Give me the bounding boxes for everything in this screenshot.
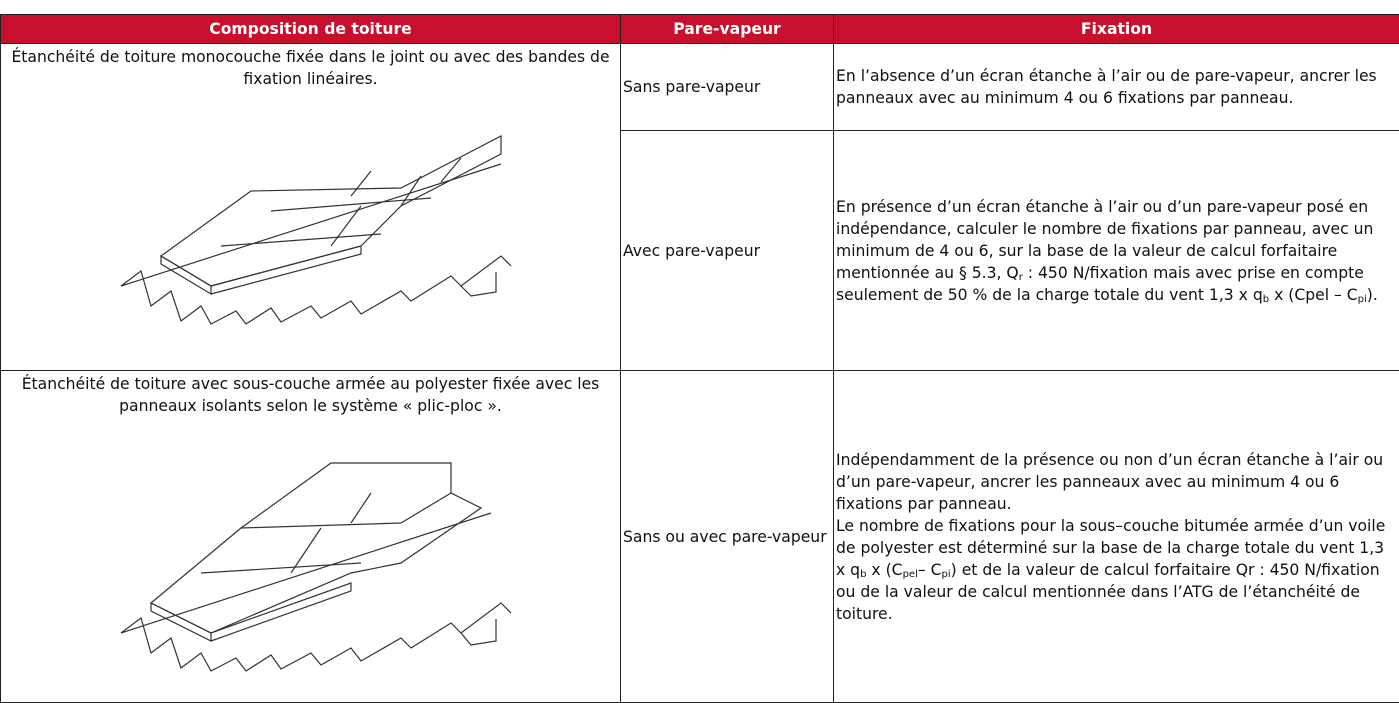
text-run: En l’absence d’un écran étanche à l’air …	[836, 67, 1377, 107]
row: Étanchéité de toiture monocouche fixée d…	[1, 44, 1399, 131]
header-cell: Composition de toiture	[1, 15, 621, 44]
pare-vapeur-cell: Sans pare-vapeur	[621, 44, 834, 131]
header-cell: Fixation	[834, 15, 1399, 44]
subscript: pi	[942, 569, 951, 580]
text-run: x (Cpel – C	[1269, 286, 1358, 304]
composition-text: Étanchéité de toiture avec sous-couche a…	[3, 373, 618, 417]
subscript: pi	[1358, 294, 1367, 305]
text-run: ).	[1367, 286, 1378, 304]
roofing-table: Composition de toiture Pare-vapeur Fixat…	[0, 14, 1399, 703]
text-run: – C	[918, 561, 942, 579]
fixation-cell: En présence d’un écran étanche à l’air o…	[834, 131, 1399, 371]
roof-illustration	[101, 423, 521, 673]
fixation-cell: Indépendamment de la présence ou non d’u…	[834, 371, 1399, 703]
fixation-paragraph: Indépendamment de la présence ou non d’u…	[836, 449, 1397, 515]
fixation-paragraph: En l’absence d’un écran étanche à l’air …	[836, 65, 1397, 109]
subscript: pel	[903, 569, 918, 580]
fixation-paragraph: Le nombre de fixations pour la sous–couc…	[836, 515, 1397, 625]
header-cell: Pare-vapeur	[621, 15, 834, 44]
composition-text: Étanchéité de toiture monocouche fixée d…	[3, 46, 618, 90]
row: Étanchéité de toiture avec sous-couche a…	[1, 371, 1399, 703]
text-run: x (C	[866, 561, 902, 579]
roof-illustration	[101, 96, 521, 326]
fixation-paragraph: En présence d’un écran étanche à l’air o…	[836, 196, 1397, 306]
composition-cell: Étanchéité de toiture avec sous-couche a…	[1, 371, 621, 703]
pare-vapeur-cell: Sans ou avec pare-vapeur	[621, 371, 834, 703]
pare-vapeur-cell: Avec pare-vapeur	[621, 131, 834, 371]
text-run: Indépendamment de la présence ou non d’u…	[836, 451, 1383, 513]
fixation-cell: En l’absence d’un écran étanche à l’air …	[834, 44, 1399, 131]
composition-cell: Étanchéité de toiture monocouche fixée d…	[1, 44, 621, 371]
header-row: Composition de toiture Pare-vapeur Fixat…	[1, 15, 1399, 44]
